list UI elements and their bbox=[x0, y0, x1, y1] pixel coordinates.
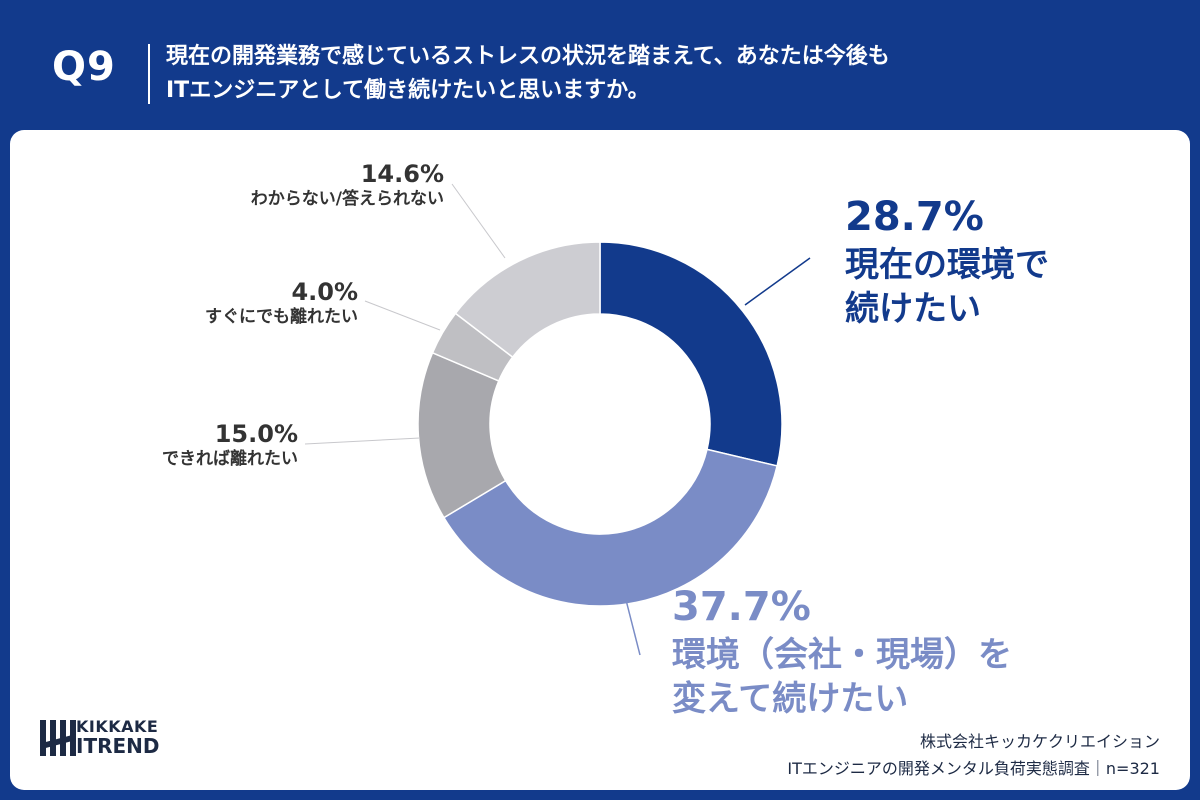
question-title-line2: ITエンジニアとして働き続けたいと思いますか。 bbox=[166, 78, 650, 103]
footer-survey: ITエンジニアの開発メンタル負荷実態調査｜n=321 bbox=[787, 759, 1160, 778]
header-bar: Q9 現在の開発業務で感じているストレスの状況を踏まえて、あなたは今後も ITエ… bbox=[0, 0, 1200, 130]
question-title: 現在の開発業務で感じているストレスの状況を踏まえて、あなたは今後も ITエンジニ… bbox=[166, 40, 1146, 108]
kikkake-logo-icon bbox=[40, 720, 76, 756]
data-label-category: すぐにでも離れたい bbox=[205, 306, 358, 327]
data-label-category: わからない/答えられない bbox=[251, 188, 444, 209]
data-label-value: 14.6% bbox=[361, 160, 444, 188]
chart-panel bbox=[10, 130, 1190, 790]
data-label-value: 37.7% bbox=[672, 584, 811, 630]
footer-credits: 株式会社キッカケクリエイション ITエンジニアの開発メンタル負荷実態調査｜n=3… bbox=[787, 728, 1160, 782]
question-number: Q9 bbox=[52, 44, 116, 90]
logo-line2: ITREND bbox=[76, 734, 160, 758]
data-label-category: できれば離れたい bbox=[162, 448, 298, 469]
footer-company: 株式会社キッカケクリエイション bbox=[919, 732, 1160, 751]
data-label-value: 4.0% bbox=[291, 278, 358, 306]
logo-line1: KIKKAKE bbox=[76, 717, 159, 736]
question-title-line1: 現在の開発業務で感じているストレスの状況を踏まえて、あなたは今後も bbox=[166, 44, 890, 69]
pie-slice bbox=[454, 241, 601, 359]
data-label-category: 変えて続けたい bbox=[672, 679, 908, 719]
data-label-category: 現在の環境で bbox=[845, 245, 1049, 285]
leader-line bbox=[451, 183, 506, 259]
data-label-value: 28.7% bbox=[845, 194, 984, 240]
leader-line bbox=[744, 257, 811, 306]
data-label-category: 続けたい bbox=[845, 289, 981, 329]
leader-line bbox=[364, 300, 441, 331]
data-label-value: 15.0% bbox=[215, 420, 298, 448]
pie-slice bbox=[599, 241, 783, 467]
logo-wordmark: KIKKAKE ITREND bbox=[76, 718, 160, 757]
leader-line bbox=[304, 437, 421, 445]
pie-slice bbox=[442, 448, 779, 607]
header-divider bbox=[148, 44, 150, 104]
data-label-category: 環境（会社・現場）を bbox=[672, 635, 1012, 675]
leader-line bbox=[625, 599, 641, 656]
